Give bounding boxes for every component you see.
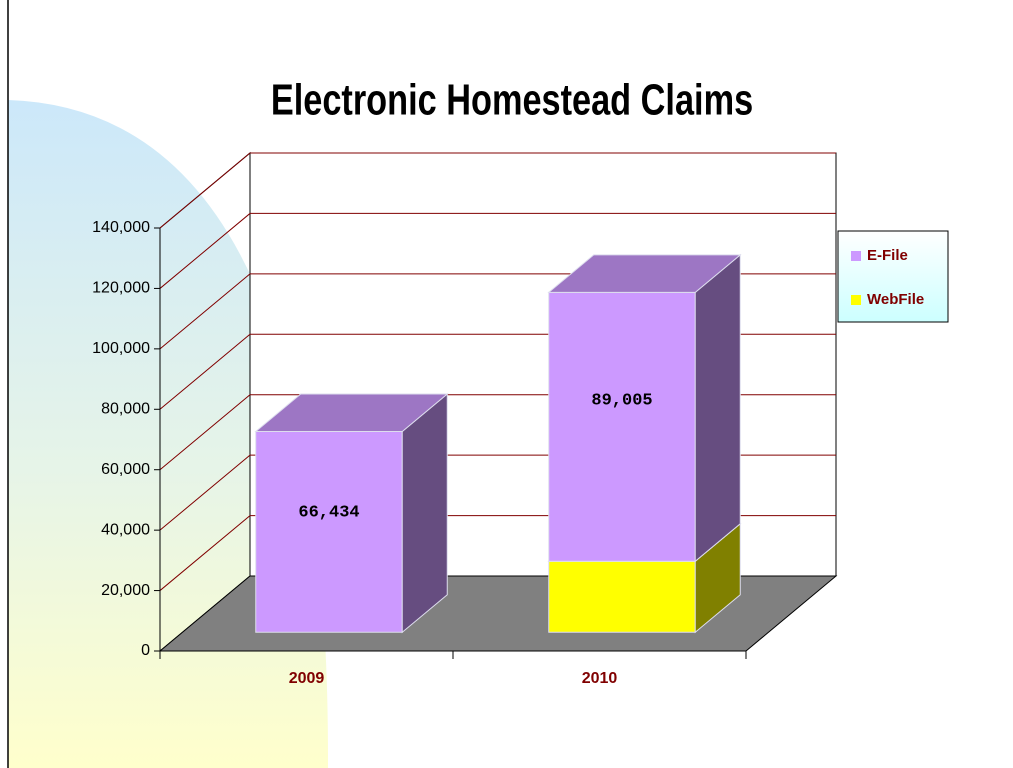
bar-side <box>694 253 741 563</box>
bar-top <box>547 254 742 293</box>
x-tick-label: 2009 <box>289 670 325 687</box>
legend-box <box>837 230 949 323</box>
y-tick-label: 60,000 <box>101 461 150 478</box>
legend-swatch <box>851 295 861 305</box>
grid-line <box>159 152 836 229</box>
legend-label: WebFile <box>867 291 924 308</box>
bar-segment <box>547 253 742 563</box>
y-tick-label: 0 <box>141 642 150 659</box>
x-tick-label: 2010 <box>582 670 618 687</box>
bar-front <box>548 291 696 562</box>
bar-front <box>255 431 403 633</box>
data-label: 66,434 <box>298 503 359 522</box>
bar-segment <box>254 392 449 634</box>
bar-top <box>254 393 449 433</box>
legend-swatch <box>851 251 861 261</box>
data-label: 89,005 <box>591 391 652 410</box>
bar-front <box>548 560 696 633</box>
y-tick-label: 100,000 <box>92 340 150 357</box>
y-tick-label: 20,000 <box>101 582 150 599</box>
grid-line <box>159 212 836 289</box>
y-tick-label: 40,000 <box>101 521 150 538</box>
bar-side <box>401 392 448 634</box>
legend-label: E-File <box>867 247 908 264</box>
y-tick-label: 120,000 <box>92 280 150 297</box>
y-tick-label: 140,000 <box>92 219 150 236</box>
y-tick-label: 80,000 <box>101 401 150 418</box>
chart-title: Electronic Homestead Claims <box>271 76 753 125</box>
